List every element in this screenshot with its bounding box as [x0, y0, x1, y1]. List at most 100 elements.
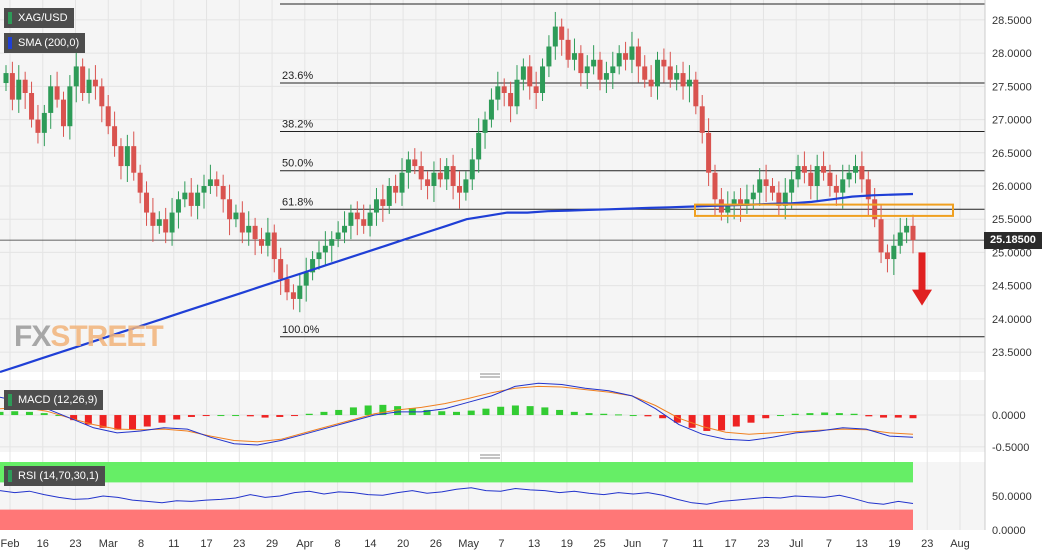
x-tick-label: 29	[266, 538, 278, 550]
macd-histogram-bar	[423, 409, 431, 416]
candle-body	[891, 245, 897, 260]
candle-body	[750, 192, 756, 200]
x-tick-label: 23	[921, 538, 933, 550]
candle-body	[3, 73, 9, 84]
candle-body	[322, 245, 328, 253]
y-tick-label: 27.0000	[992, 115, 1032, 127]
x-tick-label: 13	[856, 538, 868, 550]
macd-histogram-bar	[850, 413, 858, 416]
candle-body	[265, 232, 271, 246]
candle-body	[833, 186, 839, 193]
candle-body	[227, 199, 233, 220]
candle-body	[667, 66, 673, 80]
macd-histogram-bar	[747, 415, 755, 423]
candle-body	[329, 239, 335, 246]
candle-body	[508, 93, 514, 107]
candle-body	[904, 225, 910, 233]
symbol-tag: XAG/USD	[4, 8, 74, 28]
x-tick-label: 11	[168, 538, 179, 550]
candle-body	[661, 59, 667, 67]
y-tick-label: 24.5000	[992, 281, 1032, 293]
macd-histogram-bar	[894, 415, 902, 418]
macd-histogram-bar	[497, 406, 505, 416]
candle-body	[674, 73, 680, 80]
candle-body	[373, 199, 379, 213]
candle-body	[495, 86, 501, 100]
candle-body	[112, 126, 118, 147]
candle-body	[821, 166, 827, 173]
macd-histogram-bar	[732, 415, 740, 427]
candle-body	[731, 199, 737, 206]
candle-body	[86, 79, 92, 93]
candle-body	[342, 225, 348, 233]
x-tick-label: 7	[498, 538, 504, 550]
macd-histogram-bar	[246, 415, 254, 417]
macd-histogram-bar	[320, 411, 328, 416]
candle-body	[182, 192, 188, 200]
x-tick-label: 23	[69, 538, 81, 550]
macd-histogram-bar	[659, 415, 667, 419]
macd-histogram-bar	[644, 415, 652, 417]
fib-level-label: 0.0%	[282, 0, 307, 3]
candle-body	[258, 239, 264, 246]
candle-body	[769, 186, 775, 193]
macd-histogram-bar	[129, 415, 137, 430]
rsi-overbought-band	[0, 462, 913, 483]
candle-body	[418, 166, 424, 180]
y-tick-label: 25.0000	[992, 247, 1032, 259]
candle-body	[565, 39, 571, 60]
macd-histogram-bar	[291, 415, 299, 417]
candle-body	[399, 172, 405, 193]
candle-body	[290, 292, 296, 299]
x-tick-label: 17	[725, 538, 737, 550]
macd-histogram-bar	[276, 415, 284, 417]
macd-histogram-bar	[585, 413, 593, 416]
candle-body	[642, 66, 648, 80]
candle-body	[380, 199, 386, 206]
macd-histogram-bar	[806, 413, 814, 416]
macd-histogram-bar	[438, 411, 446, 416]
y-tick-label: 26.5000	[992, 148, 1032, 160]
candle-body	[757, 179, 763, 193]
macd-histogram-bar	[703, 415, 711, 431]
macd-histogram-bar	[335, 409, 343, 416]
candle-body	[648, 79, 654, 87]
fib-level-label: 61.8%	[282, 196, 313, 208]
candle-body	[284, 279, 290, 293]
macd-histogram-bar	[40, 413, 48, 416]
macd-histogram-bar	[614, 414, 622, 416]
candle-body	[214, 179, 220, 186]
fib-level-label: 50.0%	[282, 158, 313, 170]
candle-body	[469, 159, 475, 180]
rsi-tick-label: 0.0000	[992, 525, 1026, 537]
fib-level-label: 38.2%	[282, 119, 313, 131]
candle-body	[801, 166, 807, 173]
rsi-oversold-band	[0, 509, 913, 530]
macd-histogram-bar	[482, 408, 490, 416]
x-tick-label: 11	[692, 538, 703, 550]
candle-body	[361, 219, 367, 226]
candle-body	[488, 99, 494, 120]
symbol-label: XAG/USD	[18, 12, 68, 24]
y-tick-label: 28.5000	[992, 15, 1032, 27]
macd-histogram-bar	[143, 415, 151, 427]
macd-tick-label: 0.0000	[992, 410, 1026, 422]
candle-body	[776, 192, 782, 206]
x-tick-label: Aug	[950, 538, 970, 550]
candle-body	[872, 199, 878, 220]
x-tick-label: 16	[37, 538, 49, 550]
candle-body	[405, 159, 411, 173]
candle-body	[105, 106, 111, 127]
macd-tag: MACD (12,26,9)	[4, 390, 104, 410]
candle-body	[501, 86, 507, 93]
macd-histogram-bar	[0, 411, 4, 416]
candle-body	[693, 79, 699, 107]
macd-histogram-bar	[173, 415, 181, 420]
fib-level-label: 23.6%	[282, 70, 313, 82]
x-tick-label: 14	[364, 538, 376, 550]
candle-body	[99, 86, 105, 107]
macd-histogram-bar	[379, 404, 387, 416]
macd-histogram-bar	[880, 415, 888, 418]
macd-histogram-bar	[114, 415, 122, 430]
